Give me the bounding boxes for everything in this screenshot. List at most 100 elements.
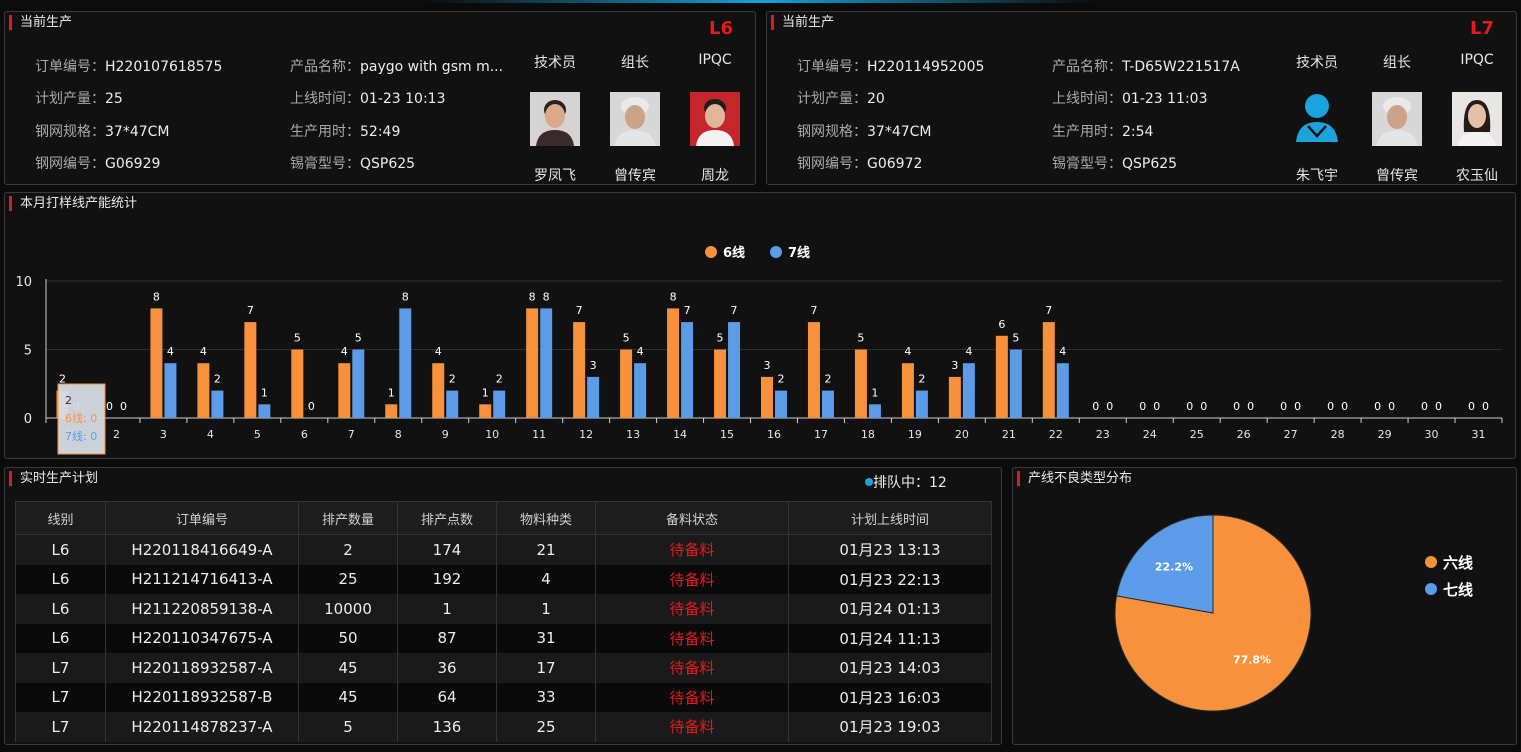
bar-line7[interactable] [1009,349,1022,419]
column-header[interactable]: 排产点数 [397,501,497,535]
bar-line6[interactable] [244,322,257,418]
team-leader-name: 曾传宾 [614,168,656,184]
bar-line6[interactable] [854,349,867,419]
bar-value-label: 8 [670,290,677,303]
column-header[interactable]: 物料种类 [496,501,596,535]
table-row[interactable]: L6 H220110347675-A 50 87 31 待备料 01月24 11:13 [15,623,992,653]
column-header[interactable]: 排产数量 [298,501,398,535]
material-types-cell: 17 [496,653,596,683]
bar-value-label: 4 [435,345,442,358]
bar-value-label: 0 [106,400,113,413]
chart-legend[interactable]: 6线 7线 [705,245,810,261]
bar-line6[interactable] [432,363,445,418]
bar-line7[interactable] [821,390,834,418]
column-header[interactable]: 备料状态 [595,501,789,535]
bar-line7[interactable] [681,322,694,418]
bar-line7[interactable] [352,349,365,419]
material-types-cell: 33 [496,682,596,712]
bar-line6[interactable] [620,349,633,419]
order-number-field: 订单编号：H220107618575 [35,59,223,75]
table-row[interactable]: L7 H220114878237-A 5 136 25 待备料 01月23 19:03 [15,712,992,742]
bar-value-label: 8 [153,290,160,303]
points-cell: 192 [397,564,497,594]
x-tick-label: 13 [626,428,640,441]
bar-line7[interactable] [446,390,459,418]
bar-line7[interactable] [540,308,553,418]
bar-line6[interactable] [667,308,680,418]
bar-line7[interactable] [1056,363,1069,418]
table-row[interactable]: L7 H220118932587-A 45 36 17 待备料 01月23 14:03 [15,653,992,683]
column-header[interactable]: 线别 [15,501,106,535]
bar-value-label: 0 [1247,400,1254,413]
table-row[interactable]: L7 H220118932587-B 45 64 33 待备料 01月23 16:03 [15,682,992,712]
queue-count: 排队中：12 [873,475,947,491]
x-tick-label: 11 [532,428,546,441]
bar-line6[interactable] [150,308,163,418]
table-row[interactable]: L6 H211220859138-A 10000 1 1 待备料 01月24 01:13 [15,594,992,624]
bar-line7[interactable] [493,390,506,418]
bar-line7[interactable] [258,404,271,418]
bar-line7[interactable] [211,390,224,418]
material-status-cell: 待备料 [595,682,789,712]
pie-slice-label: 22.2% [1155,560,1193,573]
bar-line7[interactable] [399,308,412,418]
line-tag: L7 [1470,18,1494,39]
bar-line6[interactable] [995,335,1008,418]
planned-online-time-cell: 01月24 11:13 [788,623,992,653]
bar-line6[interactable] [338,363,351,418]
bar-value-label: 4 [904,345,911,358]
column-header[interactable]: 计划上线时间 [788,501,992,535]
solder-paste-field: 锡膏型号：QSP625 [290,156,416,172]
bar-line6[interactable] [714,349,727,419]
bar-line6[interactable] [197,363,210,418]
table-row[interactable]: L6 H211214716413-A 25 192 4 待备料 01月23 22:13 [15,564,992,594]
bar-line7[interactable] [164,363,177,418]
role-ipqc: IPQC [1460,52,1494,68]
points-cell: 174 [397,534,497,565]
bar-line7[interactable] [775,390,787,418]
bar-line6[interactable] [1042,322,1055,418]
production-duration-field: 生产用时：52:49 [290,124,401,140]
bar-line7[interactable] [728,322,741,418]
pie-legend-label[interactable]: 七线 [1443,581,1473,599]
planned-online-time-cell: 01月23 13:13 [788,534,992,565]
bar-line6[interactable] [761,376,773,418]
bar-value-label: 3 [764,359,771,372]
bar-line6[interactable] [948,376,961,418]
bar-value-label: 1 [871,386,878,399]
header-glow [420,0,1100,3]
bar-value-label: 0 [1374,400,1381,413]
x-tick-label: 10 [485,428,499,441]
bar-line6[interactable] [901,363,914,418]
bar-line6[interactable] [807,322,820,418]
planned-online-time-cell: 01月23 19:03 [788,712,992,742]
bar-line7[interactable] [868,404,881,418]
bar-line6[interactable] [479,404,492,418]
pie-slice-line7[interactable] [1115,514,1214,614]
role-team-leader: 组长 [621,55,649,71]
bar-line7[interactable] [915,390,928,418]
legend-7-label: 7线 [788,245,810,261]
order-number-cell: H211214716413-A [105,564,299,594]
bar-value-label: 4 [1059,345,1066,358]
bar-line6[interactable] [573,322,586,418]
table-row[interactable]: L6 H220118416649-A 2 174 21 待备料 01月23 13:13 [15,534,992,565]
bar-value-label: 0 [1468,400,1475,413]
bar-value-label: 2 [824,373,831,386]
technician-name: 罗凤飞 [534,168,576,184]
bar-line6[interactable] [291,349,304,419]
bar-line6[interactable] [385,404,398,418]
panel-title: 实时生产计划 [9,471,98,486]
column-header[interactable]: 订单编号 [105,501,299,535]
online-time-field: 上线时间：01-23 11:03 [1052,91,1208,107]
bar-line7[interactable] [634,363,647,418]
y-tick-label: 0 [24,412,32,427]
bar-line7[interactable] [962,363,975,418]
material-status-cell: 待备料 [595,623,789,653]
order-number-cell: H220118932587-A [105,653,299,683]
bar-value-label: 5 [717,332,724,345]
bar-line7[interactable] [587,376,600,418]
bar-value-label: 2 [449,373,456,386]
pie-legend-label[interactable]: 六线 [1443,554,1473,572]
bar-line6[interactable] [526,308,539,418]
